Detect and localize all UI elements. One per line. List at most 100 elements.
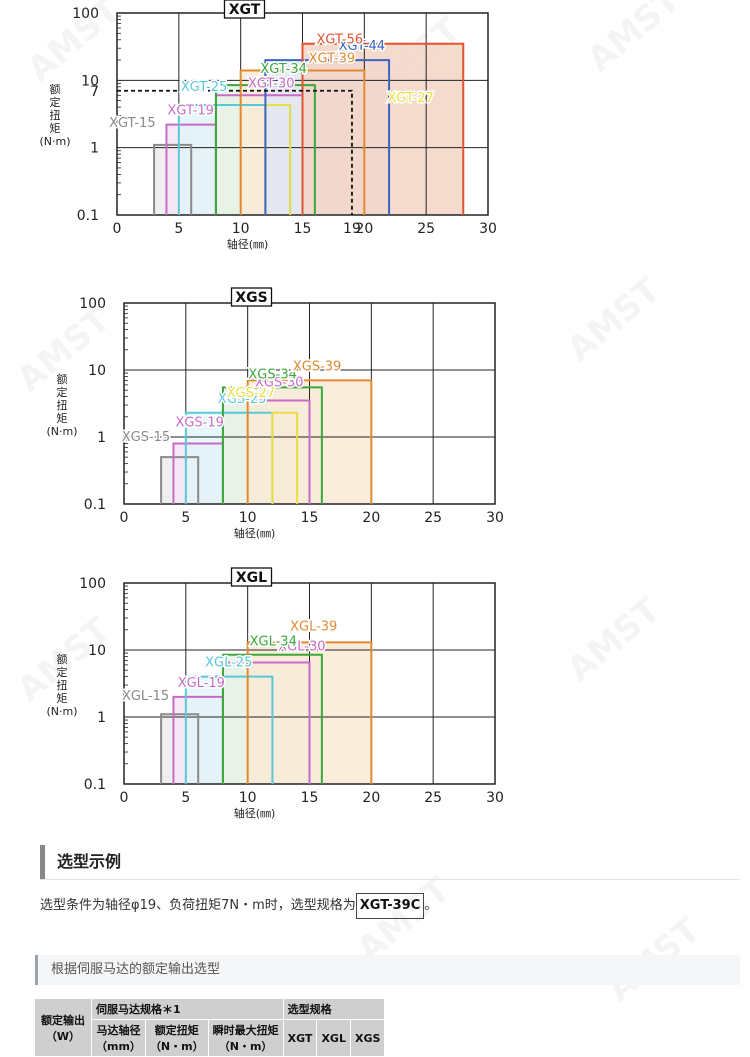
x-tick-label: 30 [479,221,497,237]
series-label: XGS-25 [218,392,266,407]
x-tick-label: 0 [120,790,129,806]
group-selection-spec: 选型规格 [282,998,386,1020]
series-label: XGT-44 [339,39,386,54]
series-label: XGS-15 [122,430,170,445]
x-tick-label: 30 [486,790,504,806]
y-tick-label: 1 [90,141,99,157]
series-label: XGT-56 [317,33,364,48]
series-label: XGS-39 [293,359,341,374]
y-axis-label: (N·m) [46,705,77,718]
col-max-torque: 瞬时最大扭矩 （N・m） [207,1019,284,1057]
y-tick-label: 10 [88,363,106,379]
col-xgs: XGS [349,1019,386,1057]
y-axis-label: (N·m) [46,425,77,438]
y-axis-label: 扭 [50,108,61,122]
x-tick-label: 20 [362,510,380,526]
x-tick-label: 5 [181,790,190,806]
bar-outline-xgs-15 [160,456,200,504]
series-label: XGS-34 [248,367,296,382]
y-axis-label: 额 [50,83,61,96]
bar-outline-xgt-44 [264,59,391,215]
y-axis-label: 扭 [57,398,68,412]
y-axis-label: 定 [50,95,61,109]
y-axis-label: 矩 [57,692,68,705]
series-label: XGT-25 [181,80,228,95]
series-label: XGT-19 [167,104,214,119]
y-tick-label: 1 [97,710,106,726]
series-label: XGL-39 [290,619,337,634]
chart-title-box [230,287,273,307]
x-tick-label: 5 [181,510,190,526]
chart-title-box [230,567,273,587]
y-axis-label: 额 [57,653,68,666]
x-tick-label: 20 [355,221,373,237]
y-tick-label: 1 [97,430,106,446]
x-tick-label: 5 [174,221,183,237]
x-tick-label: 0 [113,221,122,237]
y-axis-label: 定 [57,385,68,399]
x-tick-label: 25 [424,510,442,526]
series-label: XGS-19 [175,415,223,430]
chart-title: XGT [229,2,261,18]
series-label: XGL-19 [178,676,225,691]
bar-outline-xgt-56 [301,42,465,215]
x-tick-label: 15 [294,221,312,237]
group-servo-spec: 伺服马达规格＊1 [91,998,284,1020]
series-label: XGL-15 [122,689,169,704]
x-axis-label: 轴径(㎜) [234,526,276,540]
servo-selection-heading: 根据伺服马达的额定输出选型 [35,955,740,985]
y-tick-label: 100 [79,576,106,592]
bar-outline-xgs-39 [246,379,373,504]
x-tick-label: 10 [239,510,257,526]
bar-outline-xgl-25 [184,675,274,784]
x-tick-label: 15 [301,510,319,526]
selection-guide-line [117,89,353,215]
x-axis-label: 轴径(㎜) [227,237,269,251]
selection-example-heading: 选型示例 [40,845,740,879]
bar-outline-xgs-27 [271,411,299,504]
y-tick-label: 7 [90,84,99,100]
chart-title: XGL [236,570,267,586]
series-label: XGT-30 [248,76,295,91]
model-code-badge: XGT-39C [355,893,425,919]
x-tick-label: 25 [417,221,435,237]
series-label: XGS-27 [227,386,275,401]
col-rated-output: 额定输出 （W） [34,998,92,1057]
series-label: XGL-30 [278,640,325,655]
series-label: XGT-15 [109,116,156,131]
y-axis-label: (N·m) [39,135,70,148]
y-tick-label: 100 [79,296,106,312]
example-text: 选型条件为轴径φ19、负荷扭矩7N・m时，选型规格为 [40,898,356,913]
y-axis-label: 定 [57,665,68,679]
x-tick-label: 19 [343,221,361,237]
bar-outline-xgs-34 [221,386,323,504]
y-tick-label: 0.1 [84,497,106,513]
bar-outline-xgt-15 [153,143,193,215]
series-label: XGT-27 [387,91,434,106]
col-xgt: XGT [282,1019,318,1057]
x-tick-label: 0 [120,510,129,526]
y-axis-label: 矩 [50,122,61,135]
xgs-chart: XGS-15 XGS-19 XGS-25XGS-27XGS-30XGS-34XGS-… [46,287,504,540]
y-tick-label: 100 [72,6,99,22]
example-text-end: 。 [424,898,438,913]
x-tick-label: 10 [239,790,257,806]
y-tick-label: 10 [81,73,99,89]
col-rated-torque: 额定扭矩 （N・m） [144,1019,209,1057]
bar-outline-xgl-39 [246,641,373,784]
y-axis-label: 扭 [57,678,68,692]
selection-example-text: 选型条件为轴径φ19、负荷扭矩7N・m时，选型规格为 XGT-39C。 [40,893,437,919]
x-axis-label: 轴径(㎜) [234,806,276,820]
bar-xgt-56 [302,43,464,215]
chart-title-box [223,0,266,19]
bar-outline-xgl-34 [221,653,323,784]
series-label: XGT-34 [260,62,307,77]
y-tick-label: 10 [88,643,106,659]
y-axis-label: 额 [57,373,68,386]
bar-outline-xgl-15 [160,713,200,784]
x-tick-label: 30 [486,510,504,526]
y-axis-label: 矩 [57,412,68,425]
series-label: XGL-34 [250,635,297,650]
servo-spec-table: 额定输出 （W） 伺服马达规格＊1 选型规格 马达轴径 （mm） 额定扭矩 （N… [34,998,386,1057]
